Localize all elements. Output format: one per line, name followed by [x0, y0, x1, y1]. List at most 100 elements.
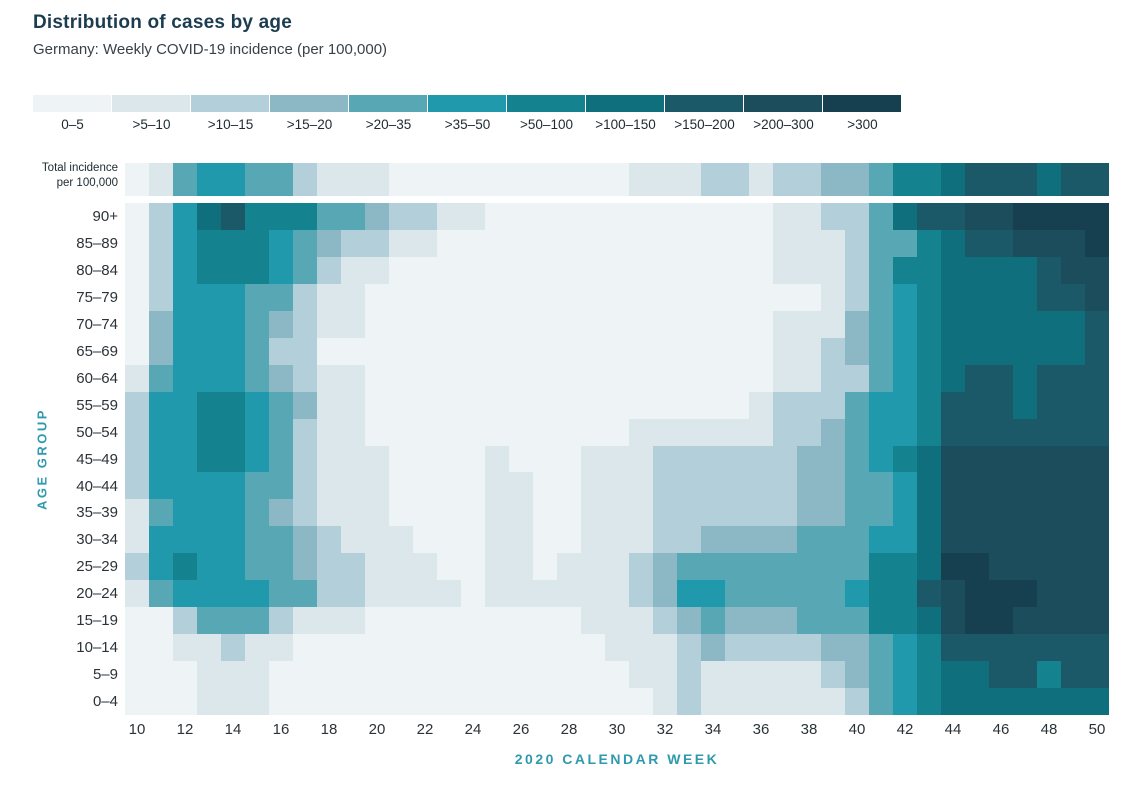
heatmap-cell: [1013, 553, 1037, 581]
heatmap-cell: [389, 337, 413, 365]
heatmap-cell: [701, 526, 725, 554]
y-axis-tick-label: 60–64: [76, 369, 118, 387]
heatmap-cell: [869, 553, 893, 581]
total-incidence-cell: [293, 163, 317, 196]
heatmap-cell: [461, 283, 485, 311]
heatmap-cell: [509, 364, 533, 392]
heatmap-cell: [173, 203, 197, 230]
heatmap-cell: [413, 634, 437, 662]
heatmap-cell: [173, 553, 197, 581]
heatmap-cell: [989, 688, 1013, 715]
heatmap-cell: [845, 553, 869, 581]
heatmap-cell: [629, 337, 653, 365]
heatmap-cell: [893, 499, 917, 527]
heatmap-cell: [485, 445, 509, 473]
heatmap-cell: [557, 553, 581, 581]
heatmap-cell: [557, 364, 581, 392]
total-incidence-cell: [749, 163, 773, 196]
heatmap-cell: [533, 203, 557, 230]
heatmap-cell: [485, 364, 509, 392]
heatmap-cell: [269, 688, 293, 715]
heatmap-cell: [509, 337, 533, 365]
heatmap-cell: [173, 472, 197, 500]
heatmap-cell: [797, 499, 821, 527]
heatmap-cell: [389, 661, 413, 689]
heatmap-cell: [965, 418, 989, 446]
heatmap-cell: [1085, 310, 1109, 338]
heatmap-cell: [893, 526, 917, 554]
heatmap-cell: [365, 445, 389, 473]
heatmap-cell: [293, 499, 317, 527]
heatmap-cell: [437, 634, 461, 662]
heatmap-cell: [269, 364, 293, 392]
heatmap-cell: [413, 418, 437, 446]
total-incidence-cell: [869, 163, 893, 196]
heatmap-cell: [461, 553, 485, 581]
heatmap-cell: [653, 661, 677, 689]
heatmap-cell: [629, 283, 653, 311]
heatmap-cell: [893, 229, 917, 257]
heatmap-cell: [773, 553, 797, 581]
heatmap-cell: [749, 283, 773, 311]
heatmap-cell: [605, 607, 629, 635]
heatmap-cell: [461, 391, 485, 419]
heatmap-cell: [149, 499, 173, 527]
heatmap-cell: [557, 229, 581, 257]
heatmap-cell: [1061, 203, 1085, 230]
heatmap-cell: [317, 418, 341, 446]
total-incidence-cell: [125, 163, 149, 196]
heatmap-cell: [677, 607, 701, 635]
heatmap-cell: [1037, 283, 1061, 311]
heatmap-cell: [917, 337, 941, 365]
heatmap-cell: [941, 203, 965, 230]
heatmap-cell: [1013, 607, 1037, 635]
legend-swatch: [191, 95, 270, 112]
heatmap-cell: [845, 203, 869, 230]
heatmap-cell: [581, 553, 605, 581]
heatmap-cell: [965, 364, 989, 392]
heatmap-cell: [701, 580, 725, 608]
heatmap-cell: [389, 229, 413, 257]
heatmap-cell: [125, 688, 149, 715]
heatmap-cell: [893, 688, 917, 715]
heatmap-cell: [437, 445, 461, 473]
heatmap-cell: [893, 203, 917, 230]
heatmap-cell: [341, 283, 365, 311]
heatmap-cell: [317, 661, 341, 689]
heatmap-cell: [509, 688, 533, 715]
heatmap-cell: [629, 607, 653, 635]
heatmap-cell: [173, 688, 197, 715]
heatmap-cell: [845, 337, 869, 365]
heatmap-cell: [701, 391, 725, 419]
heatmap-cell: [485, 526, 509, 554]
heatmap-cell: [413, 364, 437, 392]
heatmap-cell: [845, 580, 869, 608]
heatmap-cell: [365, 310, 389, 338]
heatmap-cell: [365, 634, 389, 662]
heatmap-cell: [605, 337, 629, 365]
heatmap-cell: [701, 256, 725, 284]
heatmap-cell: [965, 661, 989, 689]
heatmap-cell: [917, 607, 941, 635]
heatmap-cell: [1013, 391, 1037, 419]
heatmap-cell: [605, 526, 629, 554]
heatmap-cell: [341, 418, 365, 446]
heatmap-cell: [509, 203, 533, 230]
heatmap-cell: [605, 688, 629, 715]
heatmap-cell: [773, 310, 797, 338]
heatmap-cell: [461, 580, 485, 608]
heatmap-cell: [293, 310, 317, 338]
heatmap-cell: [317, 526, 341, 554]
heatmap-cell: [821, 418, 845, 446]
heatmap-cell: [821, 661, 845, 689]
heatmap-cell: [437, 418, 461, 446]
heatmap-cell: [533, 445, 557, 473]
heatmap-cell: [629, 391, 653, 419]
heatmap-cell: [533, 661, 557, 689]
heatmap-cell: [893, 472, 917, 500]
heatmap-cell: [221, 553, 245, 581]
heatmap-cell: [1085, 526, 1109, 554]
heatmap-cell: [989, 337, 1013, 365]
heatmap-cell: [317, 337, 341, 365]
heatmap-cell: [941, 256, 965, 284]
